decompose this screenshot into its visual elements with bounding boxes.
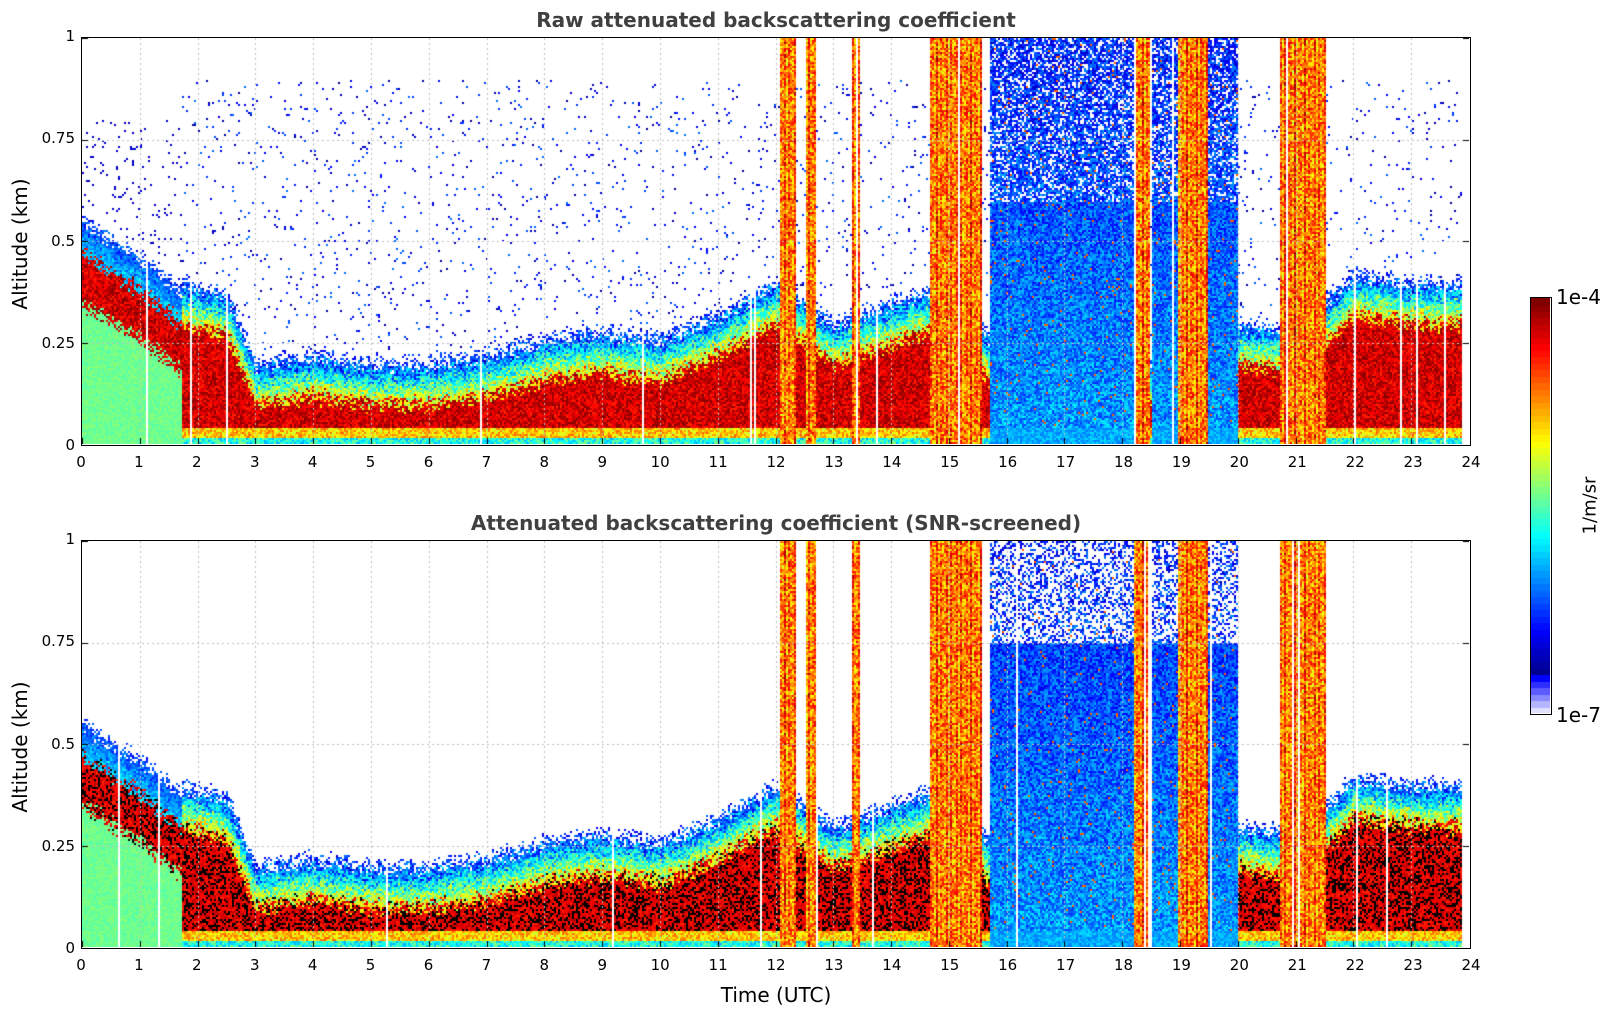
- x-tick-label: 24: [1461, 453, 1481, 471]
- x-tick-label: 16: [998, 453, 1018, 471]
- x-tick-label: 1: [134, 453, 144, 471]
- x-tick-label: 3: [249, 453, 260, 471]
- x-tick-label: 22: [1345, 956, 1365, 974]
- y-tick-label: 0.75: [41, 632, 75, 651]
- x-tick-label: 9: [597, 956, 608, 974]
- x-tick-label: 11: [708, 956, 728, 974]
- x-tick-label: 12: [766, 453, 786, 471]
- x-tick-label: 8: [539, 956, 550, 974]
- x-tick-label: 3: [249, 956, 260, 974]
- x-tick-label: 14: [882, 956, 902, 974]
- x-tick-label: 21: [1287, 956, 1307, 974]
- x-tick-label: 23: [1403, 956, 1423, 974]
- colorbar-min-label: 1e-7: [1556, 703, 1601, 727]
- y-tick-label: 0.5: [51, 231, 75, 250]
- x-tick-label: 0: [76, 453, 86, 471]
- colorbar-unit-label: 1/m/sr: [1579, 476, 1601, 535]
- x-tick-label: 11: [708, 453, 728, 471]
- x-tick-label: 24: [1461, 956, 1481, 974]
- bottom-plot-area: [81, 540, 1471, 949]
- top-plot-area: [81, 37, 1471, 446]
- x-tick-label: 13: [824, 453, 844, 471]
- x-tick-label: 17: [1056, 453, 1076, 471]
- top-plot-title: Raw attenuated backscattering coefficien…: [536, 8, 1016, 32]
- x-tick-label: 15: [940, 956, 960, 974]
- x-tick-label: 10: [650, 453, 670, 471]
- x-tick-label: 19: [1171, 453, 1191, 471]
- x-tick-label: 16: [998, 956, 1018, 974]
- x-tick-label: 13: [824, 956, 844, 974]
- x-tick-label: 15: [940, 453, 960, 471]
- x-tick-label: 20: [1229, 956, 1249, 974]
- x-tick-label: 2: [192, 956, 202, 974]
- x-tick-label: 1: [134, 956, 144, 974]
- y-tick-label: 1: [65, 27, 75, 45]
- x-axis-label: Time (UTC): [720, 983, 832, 1007]
- x-tick-label: 22: [1345, 453, 1365, 471]
- x-tick-label: 5: [365, 956, 376, 974]
- y-tick-label: 0: [65, 939, 75, 957]
- bottom-plot-title: Attenuated backscattering coefficient (S…: [470, 511, 1082, 535]
- y-tick-label: 0: [65, 436, 75, 454]
- x-tick-label: 4: [307, 956, 318, 974]
- top-heatmap: [82, 38, 1469, 444]
- x-tick-label: 18: [1113, 453, 1134, 471]
- x-tick-label: 7: [481, 956, 492, 974]
- x-tick-label: 17: [1056, 956, 1076, 974]
- y-tick-label: 0.25: [41, 333, 75, 352]
- x-tick-label: 7: [481, 453, 492, 471]
- colorbar-gradient: [1531, 298, 1550, 713]
- x-tick-label: 21: [1287, 453, 1307, 471]
- x-tick-label: 19: [1171, 956, 1191, 974]
- x-tick-label: 12: [766, 956, 786, 974]
- x-tick-label: 8: [539, 453, 550, 471]
- x-tick-label: 14: [882, 453, 902, 471]
- colorbar-max-label: 1e-4: [1556, 285, 1601, 309]
- x-tick-label: 23: [1403, 453, 1423, 471]
- colorbar: [1530, 297, 1552, 715]
- x-tick-label: 0: [76, 956, 86, 974]
- bottom-heatmap: [82, 541, 1469, 947]
- x-tick-label: 10: [650, 956, 670, 974]
- x-tick-label: 4: [307, 453, 318, 471]
- x-tick-label: 20: [1229, 453, 1249, 471]
- y-tick-label: 0.5: [51, 734, 75, 753]
- x-tick-label: 6: [423, 956, 434, 974]
- y-tick-label: 0.75: [41, 129, 75, 148]
- y-tick-label: 0.25: [41, 836, 75, 855]
- x-tick-label: 2: [192, 453, 202, 471]
- x-tick-label: 18: [1113, 956, 1134, 974]
- y-tick-label: 1: [65, 530, 75, 548]
- x-tick-label: 9: [597, 453, 608, 471]
- x-tick-label: 6: [423, 453, 434, 471]
- x-tick-label: 5: [365, 453, 376, 471]
